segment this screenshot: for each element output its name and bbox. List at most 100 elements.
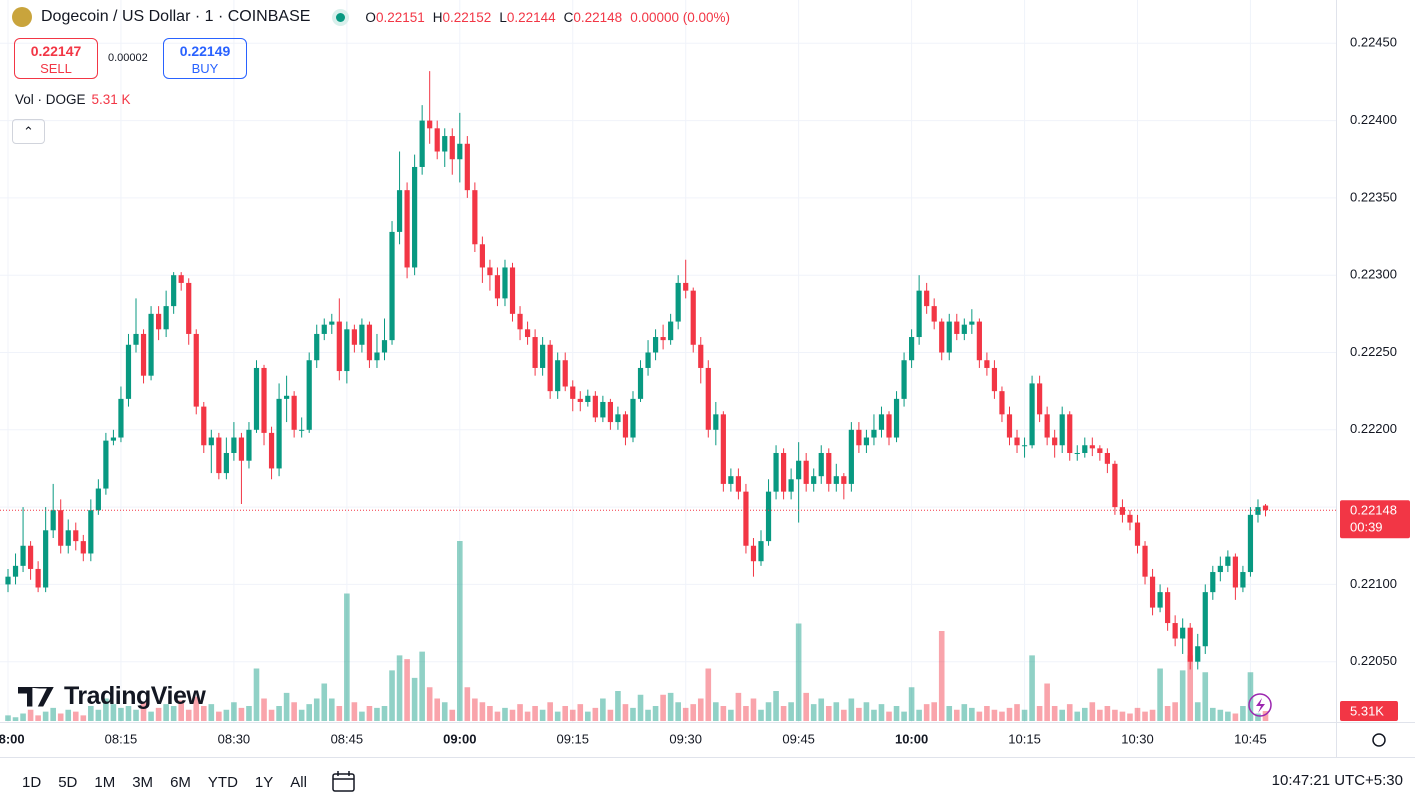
x-tick-label: 10:15 [1008,731,1041,746]
volume-bar [261,698,267,721]
timeframe-button[interactable]: 6M [170,773,191,791]
volume-bar [178,700,184,721]
volume-bar [607,709,614,721]
sell-label: SELL [40,61,72,76]
candle-body [1232,556,1238,588]
candle-body [238,437,245,461]
candle-body [675,282,681,322]
candle-body [999,391,1005,415]
candle-body [178,275,184,283]
candle-body [1067,414,1073,453]
candle-body [381,340,388,353]
candle-body [780,452,787,492]
volume-bar [1089,702,1096,721]
candle-body [148,313,154,376]
timeframe-button[interactable]: 5D [58,773,78,791]
volume-bar [1134,707,1141,721]
volume-bar [878,704,885,721]
volume-bar [404,659,410,721]
volume-bar [1202,672,1209,721]
candle-body [924,290,930,307]
volume-bar [991,709,998,721]
candle-body [306,360,312,430]
volume-bar [517,704,523,721]
ohlc-key: H [432,9,443,25]
volume-bar [50,707,56,721]
candle-body [472,190,478,245]
candle-body [630,398,636,438]
candle-body [65,530,71,546]
candle-body [208,437,214,446]
volume-bar [449,709,456,721]
volume-bar [441,702,448,721]
candle-body [1202,592,1208,647]
y-tick-label: 0.22100 [1350,576,1397,591]
volume-bar [1157,668,1163,721]
volume-bar [1164,706,1171,721]
y-tick-label: 0.22300 [1350,267,1397,282]
volume-bar [42,711,49,721]
candle-body [27,545,34,569]
candle-body [562,360,568,387]
volume-bar [825,706,832,721]
candle-body [457,143,463,160]
candle-body [871,429,877,438]
volume-bar [140,702,147,721]
volume-bar [200,706,207,721]
candle-body [344,329,350,372]
volume-bar [765,702,772,721]
collapse-button[interactable]: ⌃ [12,119,45,144]
volume-bar [434,698,441,721]
candle-body [58,510,64,546]
candle-body [261,367,267,433]
volume-bar [931,702,937,721]
candle-body [909,337,915,361]
timeframe-button[interactable]: 1D [22,773,42,791]
candle-body [1210,572,1216,593]
volume-bar [961,704,968,721]
candle-body [833,476,839,484]
candle-body [607,401,613,423]
volume-bar [720,706,727,721]
buy-button[interactable]: 0.22149 BUY [163,38,247,79]
volume-bar [238,707,245,721]
volume-bar [1059,709,1065,721]
sell-price: 0.22147 [30,43,82,59]
candle-body [479,244,485,268]
volume-bar [494,711,501,721]
candle-body [570,386,576,399]
volume-bar [35,715,41,721]
timeframe-button[interactable]: All [290,773,307,791]
volume-bar [276,706,282,721]
spread: 0.00002 [108,52,148,64]
candle-body [374,352,380,361]
ohlc-value: 0.22148 [573,9,623,25]
y-tick-label: 0.22200 [1350,421,1397,436]
volume-bar [298,709,305,721]
candle-body [125,344,132,399]
date-range-icon[interactable] [331,770,357,794]
sell-button[interactable]: 0.22147 SELL [14,38,98,79]
candle-body [80,541,86,554]
volume-bar [803,692,809,721]
timeframe-button[interactable]: 3M [132,773,154,791]
header: Dogecoin / US Dollar · 1 · COINBASE O0.2… [12,7,730,27]
candle-body [524,329,531,338]
candle-body [856,429,862,446]
candle-body [464,143,470,191]
volume-bar [110,704,117,721]
timeframe-button[interactable]: YTD [207,773,238,791]
candle-body [1225,556,1231,566]
timeframe-button[interactable]: 1M [94,773,116,791]
timeframe-button[interactable]: 1Y [254,773,274,791]
candle-body [1052,437,1058,446]
volume-bar [457,541,463,721]
volume-bar [328,698,335,721]
volume-bar [155,707,162,721]
candle-body [863,437,870,446]
candle-body [773,452,779,492]
last-price-label: 0.22148 [1350,503,1397,518]
watermark-logo [18,686,54,707]
x-tick-label: 09:45 [782,731,815,746]
